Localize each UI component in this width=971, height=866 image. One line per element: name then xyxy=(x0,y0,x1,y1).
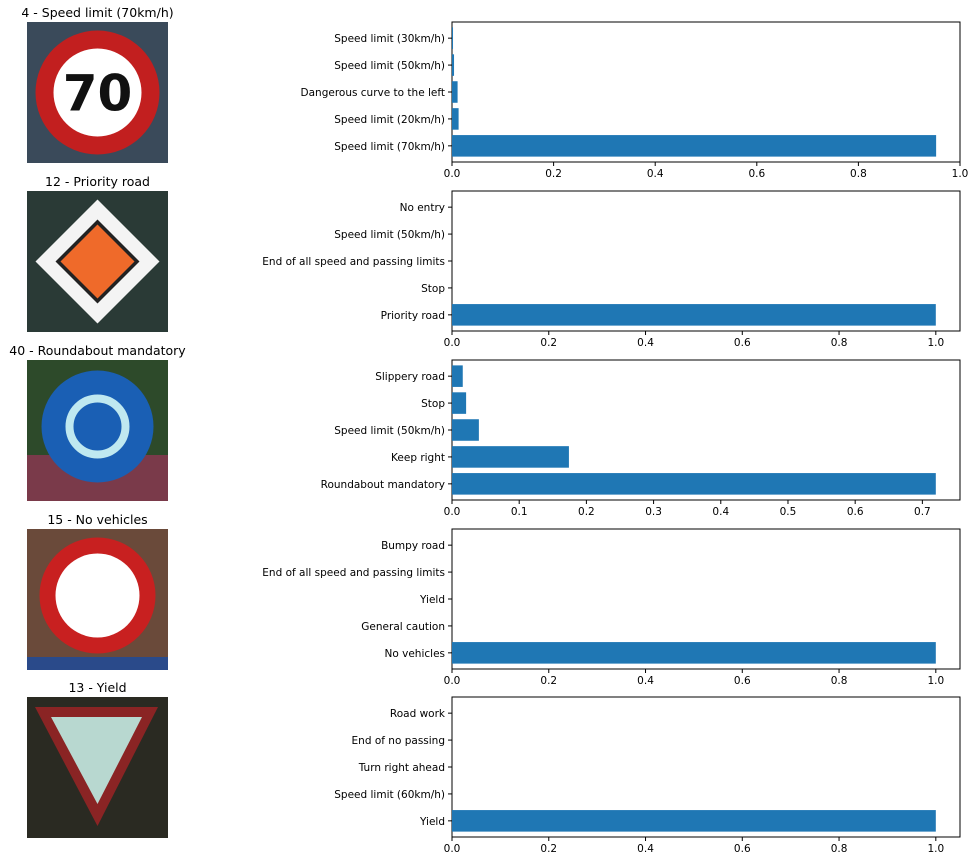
image-title: 12 - Priority road xyxy=(45,174,150,189)
x-tick-label: 0.6 xyxy=(748,168,765,180)
yield-sign-image xyxy=(27,697,168,838)
x-tick-label: 1.0 xyxy=(927,337,944,349)
x-tick-label: 0.6 xyxy=(734,843,751,855)
sign-orange-center xyxy=(60,224,135,299)
image-title: 4 - Speed limit (70km/h) xyxy=(21,5,173,20)
x-tick-label: 0.0 xyxy=(444,843,461,855)
image-title: 13 - Yield xyxy=(68,680,126,695)
x-tick-label: 0.8 xyxy=(850,168,867,180)
bar xyxy=(452,135,937,157)
y-tick-label: End of all speed and passing limits xyxy=(262,256,445,268)
x-tick-label: 0.5 xyxy=(780,506,797,518)
y-tick-label: Speed limit (30km/h) xyxy=(334,33,445,45)
x-tick-label: 0.3 xyxy=(645,506,662,518)
x-tick-label: 1.0 xyxy=(952,168,969,180)
y-tick-label: Speed limit (60km/h) xyxy=(334,789,445,801)
roundabout-mandatory-sign-image xyxy=(27,360,168,501)
priority-road-sign-image xyxy=(27,191,168,332)
y-tick-label: Yield xyxy=(419,816,445,828)
bar xyxy=(452,108,459,130)
speed-limit-70-sign-image: 70 xyxy=(27,22,168,163)
bar xyxy=(452,642,936,664)
bar xyxy=(452,304,936,326)
y-tick-label: Speed limit (50km/h) xyxy=(334,425,445,437)
no-vehicles-sign-image xyxy=(27,529,168,670)
x-tick-label: 0.6 xyxy=(734,675,751,687)
sign-blue-disc xyxy=(41,370,154,483)
y-tick-label: Speed limit (50km/h) xyxy=(334,229,445,241)
bar xyxy=(452,473,936,495)
x-tick-label: 0.2 xyxy=(578,506,595,518)
chart-row: 4 - Speed limit (70km/h) 70 Speed limit (7… xyxy=(21,5,968,180)
x-tick-label: 0.4 xyxy=(637,843,654,855)
bar xyxy=(452,27,454,49)
x-tick-label: 0.4 xyxy=(647,168,664,180)
y-tick-label: Dangerous curve to the left xyxy=(301,87,445,99)
x-tick-label: 0.0 xyxy=(444,168,461,180)
x-tick-label: 0.0 xyxy=(444,506,461,518)
x-tick-label: 0.4 xyxy=(712,506,729,518)
x-tick-label: 0.0 xyxy=(444,337,461,349)
image-plate xyxy=(27,657,168,670)
bar xyxy=(452,54,455,76)
image-title: 15 - No vehicles xyxy=(47,512,147,527)
y-tick-label: Bumpy road xyxy=(381,540,445,552)
y-tick-label: No vehicles xyxy=(385,648,445,660)
y-tick-label: Slippery road xyxy=(375,371,445,383)
x-tick-label: 0.2 xyxy=(545,168,562,180)
bar xyxy=(452,81,458,103)
y-tick-label: Priority road xyxy=(381,310,445,322)
x-tick-label: 0.6 xyxy=(734,337,751,349)
x-tick-label: 0.8 xyxy=(831,337,848,349)
chart-row: 40 - Roundabout mandatory Roundabout mand… xyxy=(9,343,961,518)
x-tick-label: 0.2 xyxy=(540,337,557,349)
x-tick-label: 0.7 xyxy=(914,506,931,518)
bar xyxy=(452,446,569,468)
x-tick-label: 0.2 xyxy=(540,675,557,687)
bar xyxy=(452,810,936,832)
y-tick-label: No entry xyxy=(400,202,445,214)
bar xyxy=(452,392,467,414)
y-tick-label: General caution xyxy=(361,621,445,633)
y-tick-label: Roundabout mandatory xyxy=(321,479,445,491)
y-tick-label: Speed limit (50km/h) xyxy=(334,60,445,72)
x-tick-label: 1.0 xyxy=(927,675,944,687)
chart-row: 15 - No vehicles No vehicles General cauti… xyxy=(27,512,961,687)
bar xyxy=(452,419,479,441)
sign-white-disc xyxy=(55,553,140,638)
y-tick-label: Keep right xyxy=(391,452,445,464)
sign-number-text: 70 xyxy=(63,65,133,123)
x-tick-label: 0.8 xyxy=(831,843,848,855)
y-tick-label: End of no passing xyxy=(352,735,445,747)
y-tick-label: Speed limit (70km/h) xyxy=(334,141,445,153)
y-tick-label: Stop xyxy=(421,283,445,295)
x-tick-label: 1.0 xyxy=(927,843,944,855)
x-tick-label: 0.0 xyxy=(444,675,461,687)
y-tick-label: Turn right ahead xyxy=(358,762,445,774)
x-tick-label: 0.6 xyxy=(847,506,864,518)
bar xyxy=(452,365,463,387)
y-tick-label: End of all speed and passing limits xyxy=(262,567,445,579)
chart-row: 13 - Yield Yield Speed limit (60km/h) Turn … xyxy=(27,680,961,855)
chart-row: 12 - Priority road Priority road Stop End o… xyxy=(27,174,961,349)
sign-roundabout-arrows xyxy=(65,394,130,459)
y-tick-label: Yield xyxy=(419,594,445,606)
x-tick-label: 0.2 xyxy=(540,843,557,855)
y-tick-label: Stop xyxy=(421,398,445,410)
x-tick-label: 0.4 xyxy=(637,675,654,687)
x-tick-label: 0.8 xyxy=(831,675,848,687)
x-tick-label: 0.4 xyxy=(637,337,654,349)
y-tick-label: Speed limit (20km/h) xyxy=(334,114,445,126)
y-tick-label: Road work xyxy=(390,708,446,720)
image-title: 40 - Roundabout mandatory xyxy=(9,343,186,358)
x-tick-label: 0.1 xyxy=(511,506,528,518)
sign-white-disc xyxy=(53,48,142,137)
sign-white-triangle xyxy=(51,717,142,804)
